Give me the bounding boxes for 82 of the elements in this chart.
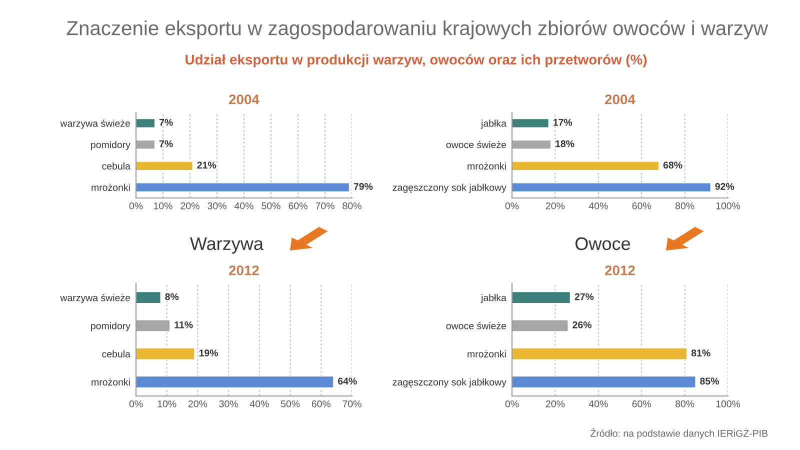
y-tick-label: warzywa świeże bbox=[60, 120, 130, 129]
bar bbox=[136, 161, 194, 171]
x-tick-label: 60% bbox=[288, 202, 308, 210]
bar bbox=[136, 182, 350, 192]
bar bbox=[136, 347, 196, 360]
text: Znaczenie eksportu w zagospodarowaniu krajowych zbiorów owoców i warzyw bbox=[66, 20, 768, 40]
x-tick-label: 0% bbox=[505, 202, 519, 210]
data-label: 21% bbox=[197, 162, 216, 169]
y-tick-label: warzywa świeże bbox=[60, 294, 130, 304]
text: Źródło: na podstawie danych IERiGŻ-PIB bbox=[590, 428, 768, 439]
x-tick-label: 60% bbox=[312, 400, 331, 408]
y-tick-label: jabłka bbox=[480, 120, 506, 129]
x-tick-label: 0% bbox=[129, 202, 143, 210]
data-label: 26% bbox=[572, 321, 592, 328]
chart-title: 2012 bbox=[229, 265, 259, 276]
x-tick-label: 70% bbox=[316, 202, 334, 210]
bar bbox=[512, 347, 688, 360]
bar bbox=[512, 291, 571, 304]
x-tick-label: 30% bbox=[208, 202, 226, 210]
x-tick-label: 40% bbox=[588, 400, 608, 408]
y-tick-label: cebula bbox=[102, 162, 130, 170]
y-tick-label: owoce świeże bbox=[446, 322, 506, 330]
x-tick-label: 50% bbox=[262, 202, 280, 210]
data-label: 81% bbox=[691, 350, 710, 356]
x-tick-label: 20% bbox=[546, 202, 565, 210]
x-tick-label: 100% bbox=[716, 400, 740, 408]
text: Owoce bbox=[575, 237, 630, 250]
x-tick-label: 20% bbox=[546, 400, 565, 408]
data-label: 27% bbox=[574, 293, 594, 300]
y-tick-label: cebula bbox=[102, 350, 130, 358]
bar bbox=[136, 291, 162, 304]
x-tick-label: 10% bbox=[158, 400, 176, 408]
data-label: 92% bbox=[715, 183, 734, 190]
x-tick-label: 40% bbox=[588, 202, 608, 210]
y-tick-label: mrożonki bbox=[468, 350, 506, 358]
data-label: 68% bbox=[663, 162, 682, 169]
bar bbox=[512, 161, 660, 171]
y-tick-label: mrożonki bbox=[468, 162, 506, 170]
x-tick-label: 20% bbox=[188, 400, 208, 408]
x-tick-label: 80% bbox=[342, 202, 362, 210]
x-tick-label: 0% bbox=[505, 400, 519, 408]
data-label: 8% bbox=[165, 293, 179, 300]
data-label: 18% bbox=[556, 140, 574, 148]
x-tick-label: 20% bbox=[180, 202, 200, 210]
bar bbox=[136, 118, 156, 128]
chart-title: 2004 bbox=[605, 94, 636, 104]
data-label: 79% bbox=[354, 183, 373, 190]
text: Warzywa bbox=[190, 237, 264, 254]
x-tick-label: 50% bbox=[280, 400, 300, 408]
x-tick-label: 10% bbox=[154, 202, 172, 210]
y-tick-label: mrożonki bbox=[92, 184, 130, 191]
x-tick-label: 60% bbox=[632, 202, 651, 210]
x-tick-label: 100% bbox=[716, 202, 740, 210]
x-tick-label: 0% bbox=[129, 400, 143, 408]
y-tick-label: pomidory bbox=[91, 141, 130, 150]
x-tick-label: 40% bbox=[250, 400, 269, 408]
data-label: 19% bbox=[199, 350, 218, 356]
data-label: 85% bbox=[700, 378, 719, 385]
bar bbox=[512, 118, 550, 128]
y-tick-label: zagęszczony sok jabłkowy bbox=[392, 184, 506, 193]
y-tick-label: jabłka bbox=[480, 294, 506, 304]
text: Udział eksportu w produkcji warzyw, owoców oraz ich przetworów (%) bbox=[186, 54, 647, 68]
y-tick-label: mrożonki bbox=[92, 378, 130, 386]
data-label: 64% bbox=[338, 378, 357, 385]
chart-title: 2012 bbox=[605, 265, 635, 276]
x-tick-label: 80% bbox=[675, 400, 694, 408]
data-label: 17% bbox=[554, 118, 572, 126]
data-label: 7% bbox=[159, 140, 173, 148]
x-tick-label: 30% bbox=[219, 400, 238, 408]
data-label: 11% bbox=[174, 321, 193, 328]
x-tick-label: 80% bbox=[675, 202, 694, 210]
y-tick-label: zagęszczony sok jabłkowy bbox=[392, 378, 506, 388]
x-tick-label: 70% bbox=[342, 400, 362, 408]
bar bbox=[512, 376, 696, 388]
x-tick-label: 40% bbox=[234, 202, 254, 210]
y-tick-label: owoce świeże bbox=[446, 140, 506, 148]
x-tick-label: 60% bbox=[632, 400, 651, 408]
data-label: 7% bbox=[159, 118, 173, 126]
y-tick-label: pomidory bbox=[91, 322, 130, 332]
bar bbox=[512, 182, 712, 192]
chart-title: 2004 bbox=[229, 94, 260, 104]
bar bbox=[136, 376, 334, 388]
